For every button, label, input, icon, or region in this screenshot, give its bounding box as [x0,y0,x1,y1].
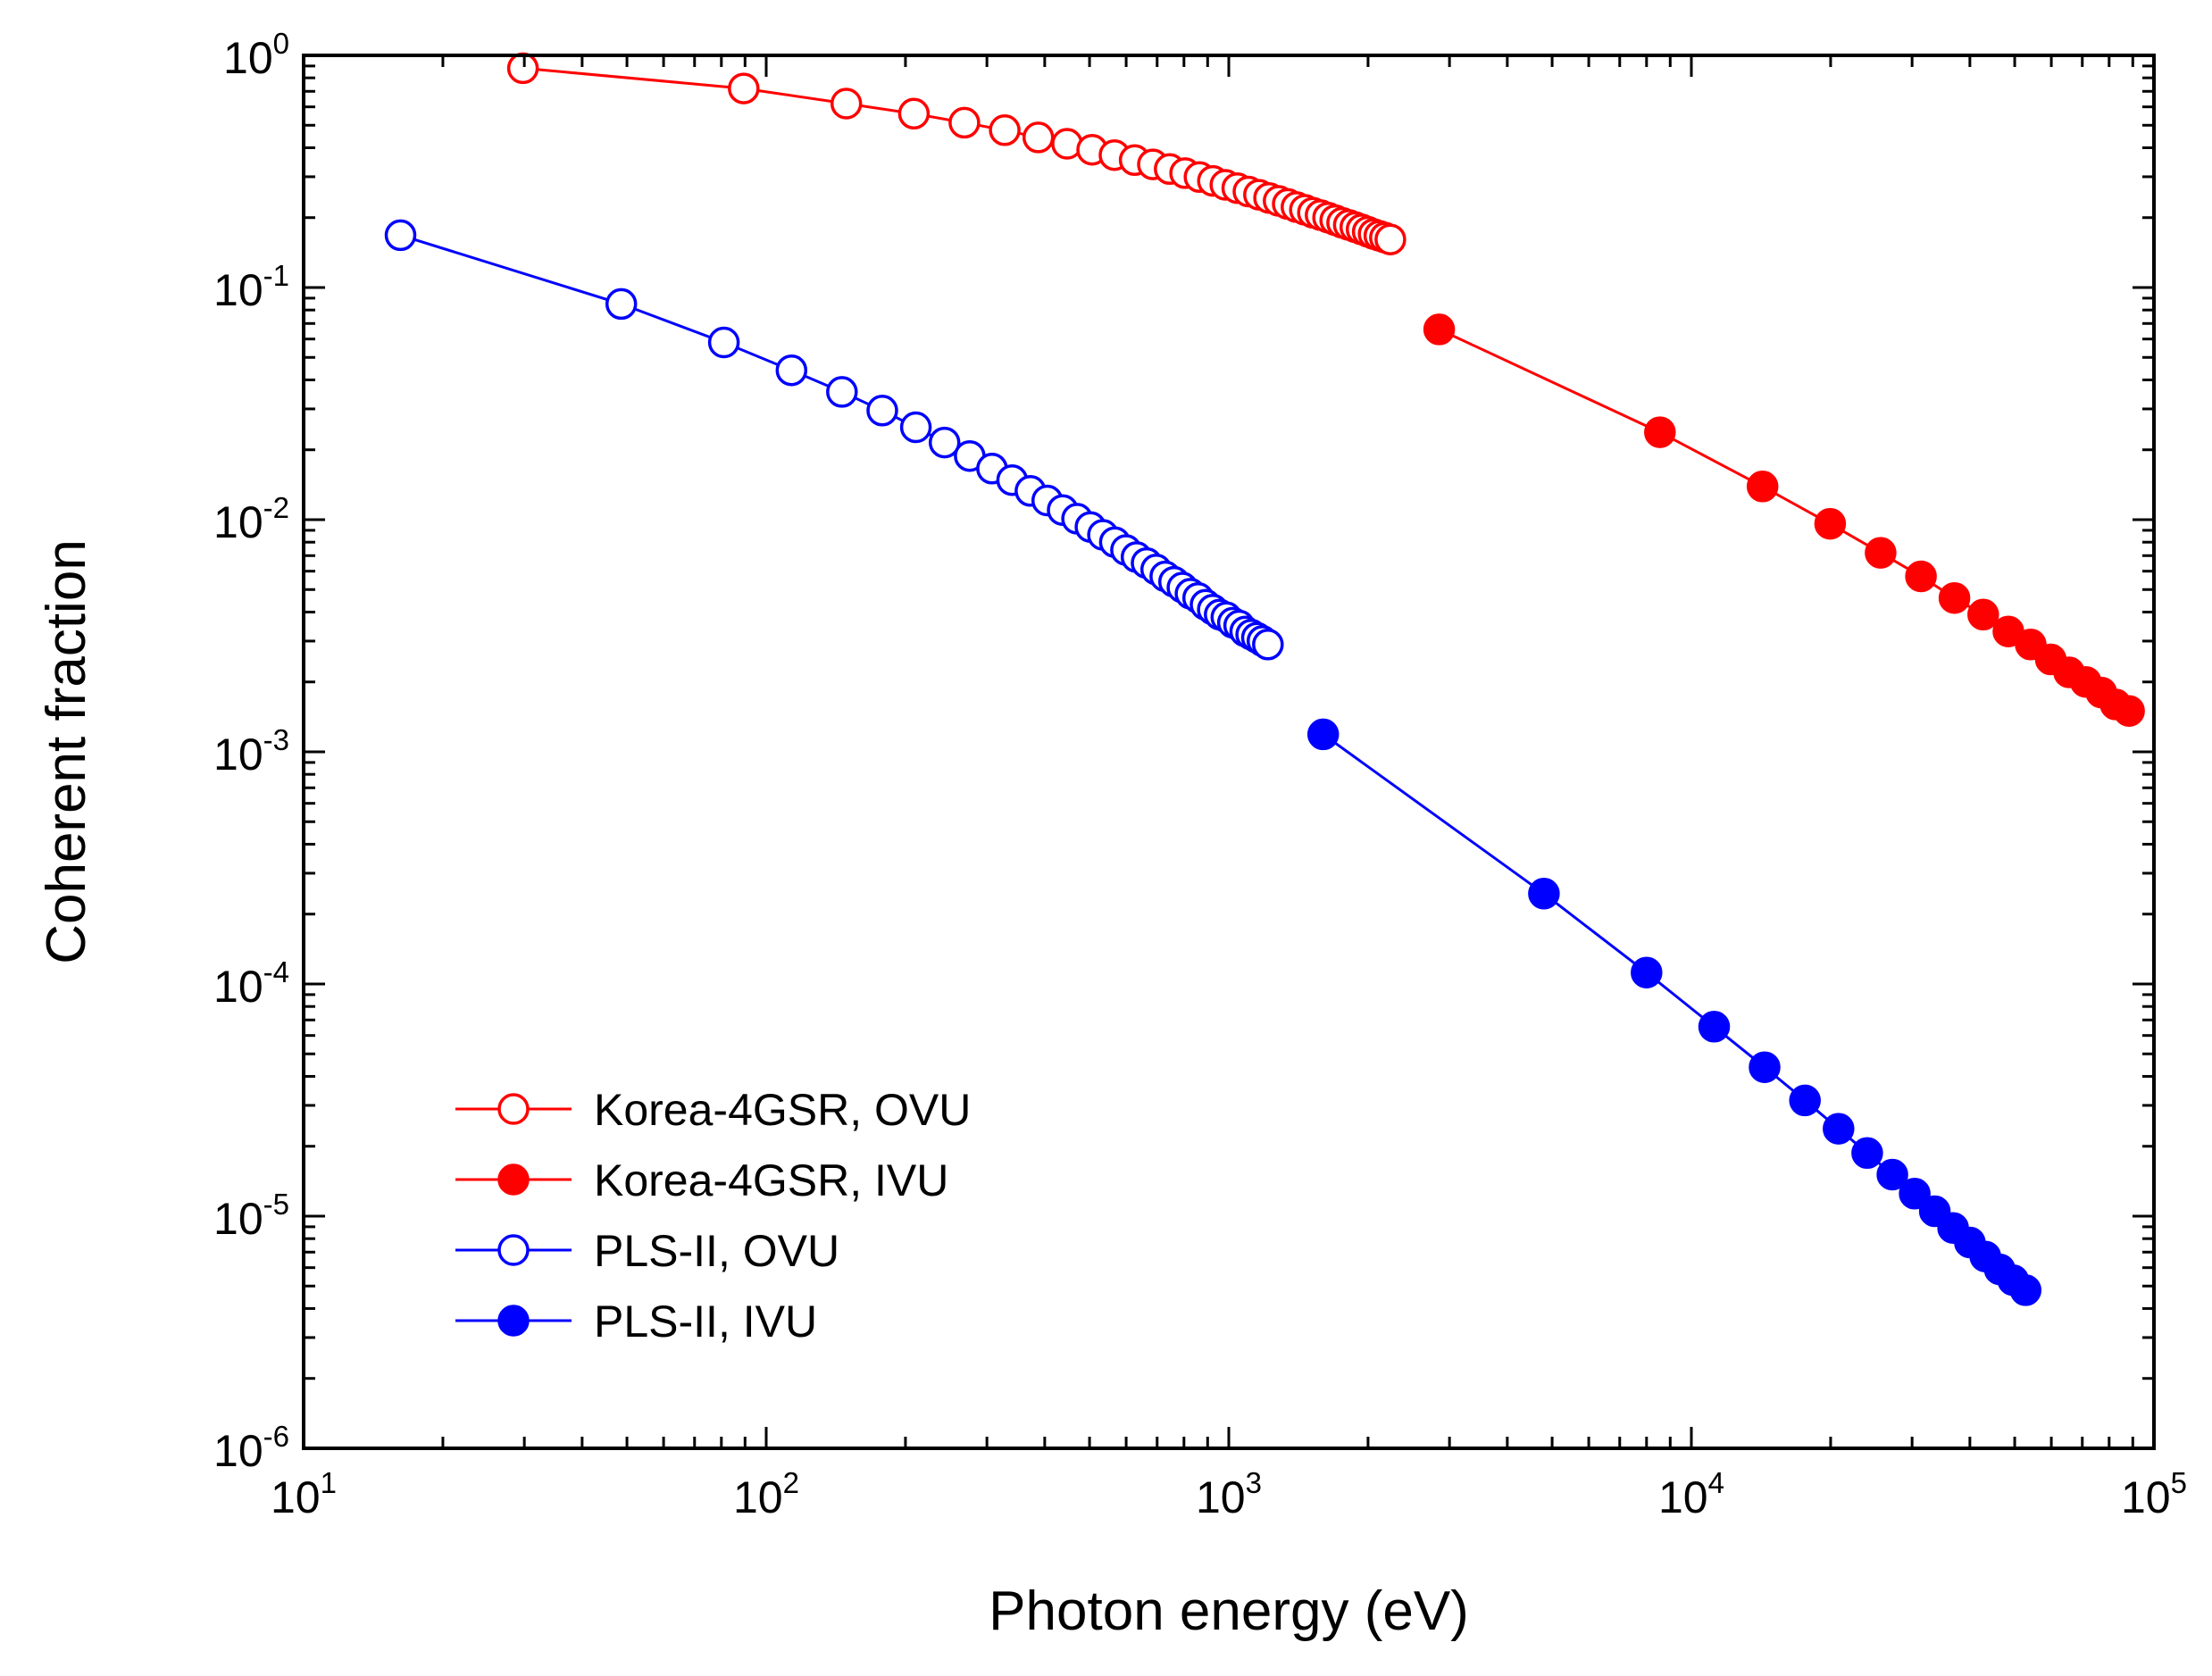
legend-label: PLS-II, OVU [594,1226,839,1276]
data-point [1876,1158,1908,1191]
data-point [1967,598,1999,631]
data-point [1528,878,1560,910]
series-layer [384,52,2145,1306]
data-point [1851,1137,1883,1170]
data-point [899,411,932,444]
legend-marker [497,1093,530,1125]
data-point [1423,313,1456,346]
data-point [1749,1051,1781,1083]
legend-item: PLS-II, IVU [455,1297,817,1347]
y-tick-label: 10-5 [213,1188,289,1244]
y-tick-label: 100 [223,27,289,83]
data-point [948,106,981,139]
legend-item: PLS-II, OVU [455,1226,839,1276]
y-tick-label: 10-6 [213,1420,289,1476]
legend: Korea-4GSR, OVU Korea-4GSR, IVU PLS-II, OV… [455,1085,971,1347]
data-point [897,97,931,130]
x-tick-label: 105 [2121,1466,2187,1522]
data-point [928,426,961,459]
data-point [830,88,863,120]
series-line [400,233,1269,646]
data-point [1252,629,1284,661]
data-point [866,395,898,427]
data-point [1644,416,1676,448]
legend-marker [497,1234,530,1266]
legend-marker [497,1305,530,1337]
legend-label: PLS-II, IVU [594,1297,817,1347]
data-point [2009,1274,2042,1306]
data-point [1789,1084,1821,1117]
x-axis-title: Photon energy (eV) [989,1580,1469,1642]
x-tick-label: 101 [271,1466,337,1522]
x-tick-label: 103 [1196,1466,1262,1522]
data-point [1899,1178,1931,1210]
y-tick-label: 10-3 [213,723,289,780]
legend-item: Korea-4GSR, OVU [455,1085,971,1135]
data-point [605,288,638,321]
legend-label: Korea-4GSR, IVU [594,1155,948,1205]
data-point [2113,695,2145,727]
data-point [1746,471,1779,503]
data-point [1905,560,1937,593]
data-point [1022,121,1055,154]
series-line [522,66,1391,241]
series-2 [384,219,1284,661]
x-tick-labels: 101 102 103 104 105 [271,1466,2187,1522]
y-axis-title: Coherent fraction [36,539,97,964]
legend-marker [497,1163,530,1196]
data-point [1698,1011,1731,1043]
legend-label: Korea-4GSR, OVU [594,1085,971,1135]
data-point [1814,507,1847,540]
data-point [384,219,417,252]
data-point [728,72,760,104]
data-point [506,52,539,85]
data-point [1938,581,1971,614]
series-3 [1306,718,2042,1306]
data-point [1374,223,1406,255]
data-point [1631,956,1663,988]
data-point [775,354,808,387]
data-point [1306,718,1340,751]
data-point [989,114,1021,146]
ticks-layer [302,54,2156,1450]
plot-frame [302,54,2156,1450]
x-tick-label: 102 [733,1466,799,1522]
y-tick-label: 10-2 [213,491,289,547]
data-point [707,326,740,359]
data-point [1823,1113,1855,1145]
series-0 [506,52,1406,255]
y-tick-label: 10-1 [213,259,289,315]
y-tick-labels: 100 10-1 10-2 10-3 10-4 10-5 10-6 [213,27,289,1476]
legend-item: Korea-4GSR, IVU [455,1155,948,1205]
series-1 [1423,313,2145,727]
data-point [1865,537,1897,569]
data-point [826,376,858,408]
x-tick-label: 104 [1658,1466,1724,1522]
y-tick-label: 10-4 [213,955,289,1012]
